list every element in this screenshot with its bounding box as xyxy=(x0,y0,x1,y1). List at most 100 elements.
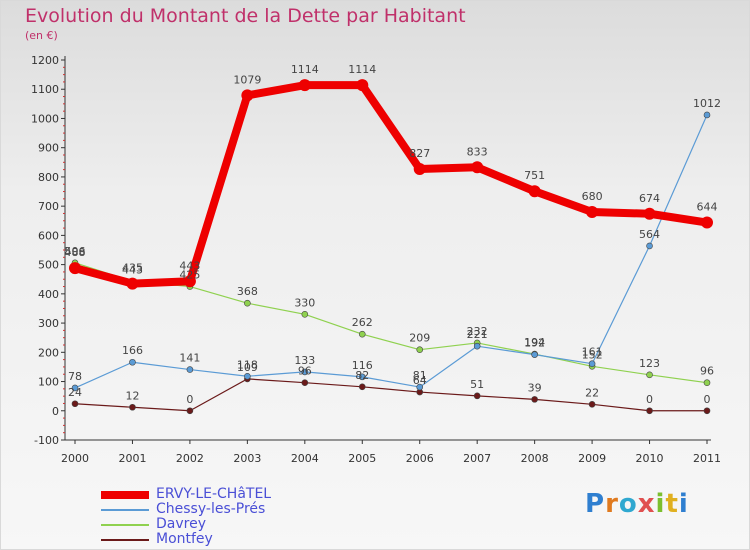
legend-swatch xyxy=(101,491,149,499)
series-line xyxy=(74,378,707,412)
x-tick-label: 2000 xyxy=(61,452,89,465)
data-label: 680 xyxy=(582,190,603,203)
data-label: 152 xyxy=(582,348,603,361)
data-point xyxy=(531,396,538,403)
data-label: 12 xyxy=(125,389,139,402)
x-tick-label: 2007 xyxy=(463,452,491,465)
data-point xyxy=(129,358,136,366)
data-point xyxy=(71,400,79,408)
data-point xyxy=(186,407,194,415)
data-label: 96 xyxy=(700,365,714,378)
legend-label: Davrey xyxy=(156,516,206,532)
data-point xyxy=(244,299,251,307)
data-label: 82 xyxy=(355,369,369,382)
logo-letter: i xyxy=(678,489,689,519)
logo-letter: i xyxy=(655,489,666,519)
data-label: 0 xyxy=(186,393,193,406)
y-tick-label: 700 xyxy=(38,200,59,213)
data-label: 1079 xyxy=(233,73,261,86)
data-label: 133 xyxy=(294,354,315,367)
legend-label: Chessy-les-Prés xyxy=(156,501,266,517)
data-label: 123 xyxy=(639,357,660,370)
data-point xyxy=(646,407,653,415)
data-point xyxy=(703,111,711,119)
x-tick-label: 2002 xyxy=(176,452,204,465)
y-tick-label: -100 xyxy=(34,434,59,447)
data-label: 141 xyxy=(179,352,200,365)
data-point xyxy=(646,242,653,250)
data-label: 221 xyxy=(467,328,488,341)
x-tick-label: 2006 xyxy=(406,452,434,465)
data-point xyxy=(301,311,309,318)
y-tick-label: 1000 xyxy=(31,112,59,125)
data-label: 262 xyxy=(352,316,373,329)
data-label: 443 xyxy=(122,263,143,276)
data-point xyxy=(126,277,139,290)
data-point xyxy=(413,163,426,176)
logo-letter: x xyxy=(637,489,656,519)
data-label: 368 xyxy=(237,285,258,298)
data-point xyxy=(528,185,541,198)
legend-swatch xyxy=(101,509,149,511)
data-label: 488 xyxy=(65,246,86,259)
data-label: 1114 xyxy=(348,63,376,76)
data-label: 109 xyxy=(237,361,258,374)
x-tick-label: 2003 xyxy=(233,452,261,465)
data-point xyxy=(473,342,481,350)
data-point xyxy=(416,383,424,391)
proxiti-logo: Proxiti xyxy=(585,489,689,519)
data-label: 564 xyxy=(639,228,660,241)
legend-label: Montfey xyxy=(156,531,213,547)
legend-item: Montfey xyxy=(101,531,401,547)
data-point xyxy=(244,372,251,380)
y-tick-label: 0 xyxy=(52,405,59,418)
data-point xyxy=(473,392,481,400)
data-point xyxy=(358,330,366,338)
x-tick-label: 2008 xyxy=(521,452,549,465)
logo-letter: o xyxy=(618,489,638,519)
data-label: 51 xyxy=(470,378,484,391)
data-label: 81 xyxy=(413,369,427,382)
data-label: 1114 xyxy=(291,63,319,76)
data-label: 435 xyxy=(122,262,143,275)
data-point xyxy=(358,373,366,381)
chart-legend: ERVY-LE-CHâTEL Chessy-les-Prés Davrey Montf… xyxy=(101,486,401,547)
data-point xyxy=(586,206,599,218)
data-label: 751 xyxy=(524,169,545,182)
data-point xyxy=(416,346,424,353)
data-label: 833 xyxy=(467,145,488,158)
data-point xyxy=(301,379,309,387)
legend-swatch xyxy=(101,524,149,526)
data-label: 161 xyxy=(582,346,603,359)
data-point xyxy=(703,407,711,415)
data-point xyxy=(71,384,79,392)
y-tick-label: 400 xyxy=(38,288,59,301)
data-label: 192 xyxy=(524,337,545,350)
data-label: 116 xyxy=(352,359,373,372)
data-point xyxy=(643,207,656,220)
data-label: 0 xyxy=(704,393,711,406)
data-point xyxy=(358,383,366,391)
y-tick-label: 1200 xyxy=(31,54,59,67)
legend-item: Davrey xyxy=(101,516,401,532)
data-point xyxy=(531,351,538,358)
data-label: 78 xyxy=(68,370,82,383)
data-point xyxy=(703,379,711,387)
data-label: 674 xyxy=(639,192,660,205)
data-label: 209 xyxy=(409,332,430,345)
data-label: 827 xyxy=(409,147,430,160)
y-tick-label: 100 xyxy=(38,376,59,389)
data-label: 194 xyxy=(524,336,545,349)
data-label: 118 xyxy=(237,358,258,371)
legend-item: ERVY-LE-CHâTEL xyxy=(101,486,401,502)
data-label: 644 xyxy=(697,201,718,214)
data-point xyxy=(588,360,596,368)
legend-label: ERVY-LE-CHâTEL xyxy=(156,486,272,502)
series-line xyxy=(74,114,708,389)
x-tick-label: 2005 xyxy=(348,452,376,465)
data-label: 64 xyxy=(413,374,427,387)
x-tick-label: 2004 xyxy=(291,452,319,465)
data-point xyxy=(646,371,653,379)
data-label: 506 xyxy=(65,245,86,258)
